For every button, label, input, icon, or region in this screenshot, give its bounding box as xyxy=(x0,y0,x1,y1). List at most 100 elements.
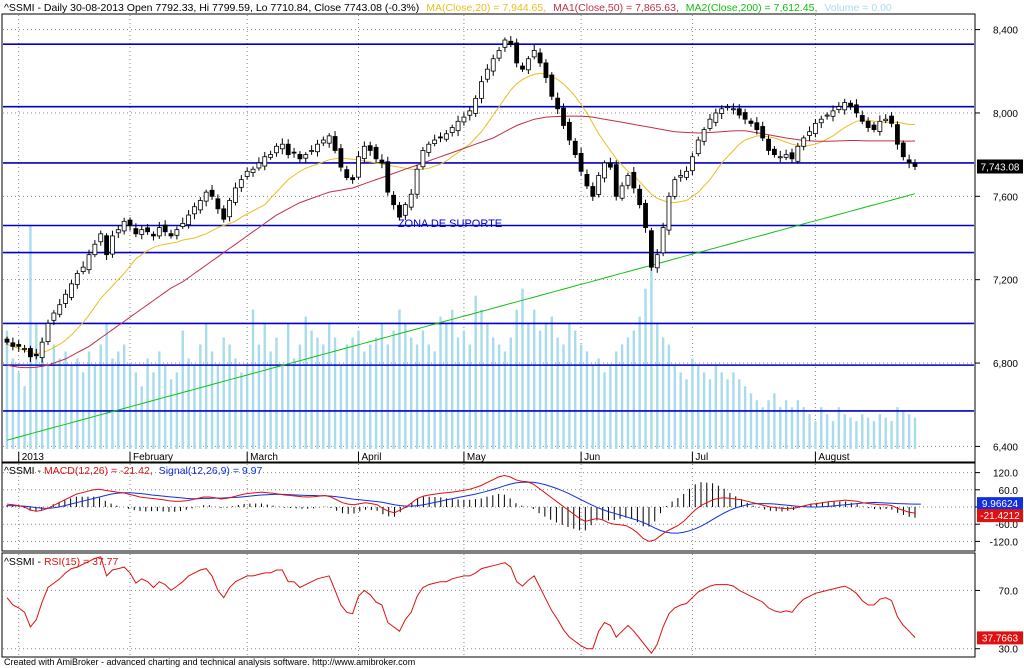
candle-body xyxy=(619,185,625,199)
candle-body xyxy=(895,124,900,145)
volume-bar xyxy=(644,288,647,449)
volume-bar xyxy=(281,365,284,449)
candle-body xyxy=(695,139,701,154)
volume-bar xyxy=(111,358,114,449)
volume-bar xyxy=(591,365,595,449)
candle-body xyxy=(566,121,572,141)
rsi-marker-bg xyxy=(977,631,1023,645)
volume-bar xyxy=(140,386,143,449)
volume-bar xyxy=(427,344,430,449)
candle-body xyxy=(508,40,514,45)
candle-body xyxy=(309,150,315,152)
candle-body xyxy=(16,344,22,347)
volume-bar xyxy=(333,337,337,449)
candle-body xyxy=(473,97,479,114)
volume-bar xyxy=(222,337,225,449)
volume-bar xyxy=(76,358,79,449)
candle-body xyxy=(127,219,133,226)
candle-body xyxy=(772,148,777,156)
candle-body xyxy=(33,353,39,357)
rsi-legend: ^SSMI - RSI(15) = 37.77 xyxy=(4,556,119,568)
volume-bar xyxy=(11,358,15,449)
candle-body xyxy=(871,124,877,131)
volume-bar xyxy=(673,365,677,449)
volume-bar xyxy=(574,330,577,449)
volume-bar xyxy=(632,330,636,449)
volume-bar xyxy=(814,421,817,449)
volume-bar xyxy=(99,344,102,449)
candle-body xyxy=(45,323,51,342)
volume-bar xyxy=(70,365,73,449)
candle-body xyxy=(373,146,379,160)
candle-body xyxy=(156,227,162,237)
candle-body xyxy=(520,65,525,70)
signal-marker-label: 9.96624 xyxy=(982,499,1019,510)
volume-bar xyxy=(46,365,50,449)
volume-bar xyxy=(843,414,846,449)
volume-bar xyxy=(415,344,419,449)
candle-body xyxy=(414,168,420,195)
candle-body xyxy=(197,200,203,211)
volume-bar xyxy=(40,337,44,449)
candle-body xyxy=(332,136,338,151)
signal-line xyxy=(7,481,921,534)
volume-bar xyxy=(245,365,249,449)
support-resistance-lines xyxy=(3,43,974,412)
volume-bar xyxy=(515,309,518,449)
macd-y-tick-label: -60.0 xyxy=(995,520,1018,531)
candle-body xyxy=(320,139,326,144)
volume-bar xyxy=(585,351,589,449)
candle-body xyxy=(262,156,268,167)
volume-bar xyxy=(755,400,759,449)
candle-body xyxy=(689,156,695,172)
candle-body xyxy=(315,143,320,153)
volume-bar xyxy=(193,365,196,449)
candle-body xyxy=(133,228,139,235)
volume-bar xyxy=(638,316,641,449)
candle-body xyxy=(279,143,285,150)
date-tick-label: Jul xyxy=(695,452,708,463)
macd-legend: ^SSMI - MACD(12,26) = -21.42, Signal(12,… xyxy=(4,465,262,477)
volume-bar xyxy=(609,365,612,449)
date-tick-label: Jun xyxy=(584,452,600,463)
volume-bar xyxy=(374,337,378,449)
candle-body xyxy=(186,214,192,226)
date-axis: 2013 February March April May Jun Jul August xyxy=(18,452,850,463)
candle-body xyxy=(455,120,461,132)
volume-bar xyxy=(433,351,436,449)
volume-bar xyxy=(480,309,483,449)
candle-body xyxy=(490,58,496,72)
rsi-y-axis: 70.0 30.0 xyxy=(975,586,1019,656)
candle-body xyxy=(57,304,63,315)
rsi-y-tick-label: 30.0 xyxy=(999,645,1019,656)
candle-body xyxy=(227,200,233,218)
candle-body xyxy=(479,81,484,99)
candle-body xyxy=(643,203,648,228)
volume-bar xyxy=(380,323,384,449)
candle-body xyxy=(848,102,853,108)
volume-bar xyxy=(796,400,800,449)
volume-bar xyxy=(784,400,788,449)
price-legend-prefix: ^SSMI - Daily 30-08-2013 Open 7792.33, H… xyxy=(4,2,419,14)
candlesticks xyxy=(4,36,918,363)
candle-body xyxy=(379,159,385,164)
candle-body xyxy=(824,114,830,117)
volume-bar xyxy=(620,344,624,449)
volume-bar xyxy=(866,417,870,449)
volume-bar xyxy=(579,344,583,449)
macd-y-tick-label: 120.0 xyxy=(993,469,1018,480)
volume-bar xyxy=(761,407,764,449)
volume-bar xyxy=(550,316,553,449)
macd-y-tick-label: -120.0 xyxy=(990,537,1019,548)
candle-body xyxy=(221,208,227,220)
candle-body xyxy=(408,193,414,208)
volume-bar xyxy=(890,421,893,449)
volume-bar xyxy=(849,417,852,449)
candle-body xyxy=(537,52,543,64)
candle-body xyxy=(4,338,10,343)
candle-body xyxy=(151,233,156,237)
volume-bar xyxy=(404,323,407,449)
volume-bar xyxy=(304,316,307,449)
candle-body xyxy=(145,227,150,233)
